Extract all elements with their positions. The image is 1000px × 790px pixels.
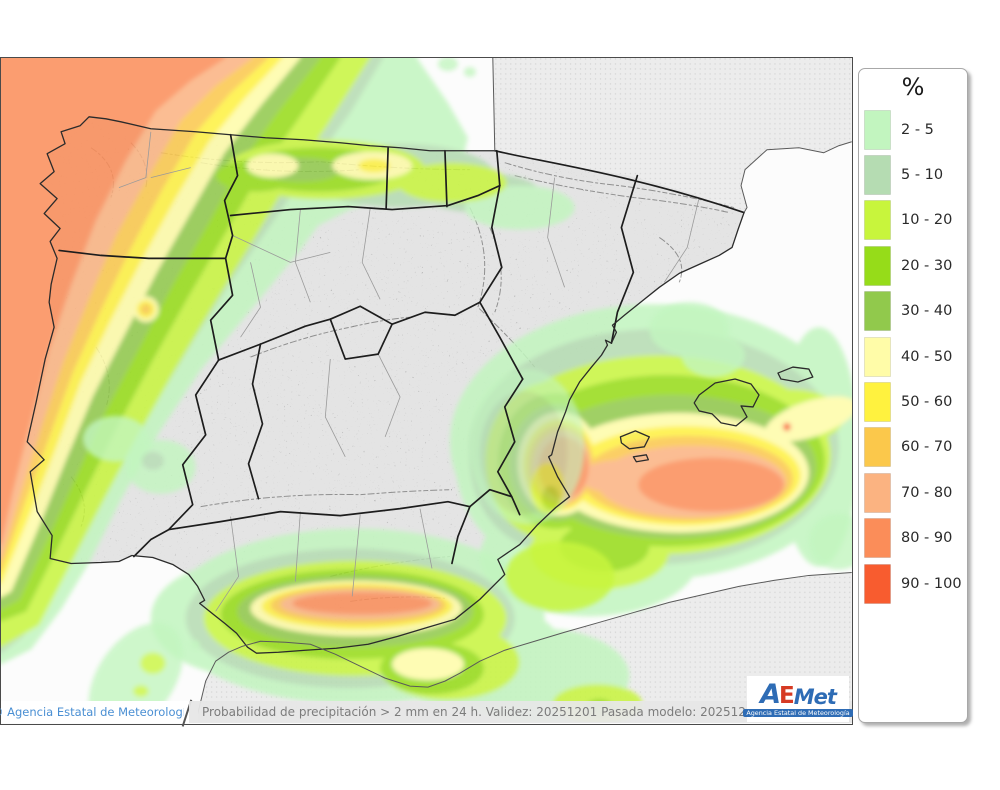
legend-label: 80 - 90 (901, 530, 953, 547)
legend-swatch (864, 382, 891, 423)
legend-label: 50 - 60 (901, 394, 953, 411)
france-landmass (492, 58, 852, 213)
legend-label: 30 - 40 (901, 303, 953, 320)
logo-letter-e: E (779, 682, 795, 709)
legend-swatch (864, 200, 891, 241)
logo-letters-met: Met (793, 684, 837, 709)
legend-label: 90 - 100 (901, 575, 962, 592)
legend-label: 10 - 20 (901, 212, 953, 229)
legend-row: 2 - 5 (864, 107, 967, 152)
legend-row: 20 - 30 (864, 243, 967, 288)
legend-swatch (864, 427, 891, 468)
precip-field-northwest (1, 58, 575, 665)
legend-row: 40 - 50 (864, 334, 967, 379)
legend-items: 2 - 5 5 - 10 10 - 20 20 - 30 30 - 40 40 … (859, 107, 967, 606)
aemet-logo-subtitle: Agencia Estatal de Meteorología (743, 708, 853, 718)
legend-label: 2 - 5 (901, 121, 934, 138)
legend-label: 40 - 50 (901, 348, 953, 365)
legend-swatch (864, 518, 891, 559)
legend-row: 80 - 90 (864, 516, 967, 561)
map-footer-bar: © Agencia Estatal de Meteorología Probab… (0, 701, 852, 723)
copyright-area: © Agencia Estatal de Meteorología (0, 701, 193, 723)
precip-field-scattered (83, 58, 852, 722)
legend-row: 60 - 70 (864, 425, 967, 470)
iberia-precipitation-map (1, 58, 852, 722)
logo-letter-a: A (760, 678, 781, 710)
copyright-text: © Agencia Estatal de Meteorología (0, 705, 194, 719)
legend-swatch (864, 336, 891, 377)
probability-legend: % 2 - 5 5 - 10 10 - 20 20 - 30 30 - 40 (858, 68, 968, 723)
legend-swatch (864, 245, 891, 286)
legend-label: 20 - 30 (901, 257, 953, 274)
precip-field-valencia-coast (468, 369, 585, 525)
legend-row: 10 - 20 (864, 198, 967, 243)
legend-row: 70 - 80 (864, 470, 967, 515)
legend-row: 30 - 40 (864, 289, 967, 334)
legend-label: 5 - 10 (901, 167, 944, 184)
legend-title: % (901, 73, 925, 101)
caption-area: Probabilidad de precipitación > 2 mm en … (198, 701, 852, 723)
precip-field-south-coast (150, 528, 643, 722)
legend-label: 70 - 80 (901, 484, 953, 501)
coastlines (26, 58, 852, 722)
legend-swatch (864, 563, 891, 604)
map-caption: Probabilidad de precipitación > 2 mm en … (202, 705, 777, 719)
legend-swatch (864, 472, 891, 513)
legend-swatch (864, 291, 891, 332)
legend-row: 50 - 60 (864, 379, 967, 424)
legend-row: 90 - 100 (864, 561, 967, 606)
legend-swatch (864, 109, 891, 150)
region-borders (58, 131, 745, 612)
legend-row: 5 - 10 (864, 152, 967, 197)
map-canvas (0, 57, 853, 725)
aemet-logo-mark: A E Met (760, 678, 837, 710)
footer-divider (184, 701, 198, 723)
aemet-logo: A E Met Agencia Estatal de Meteorología (743, 676, 853, 722)
legend-swatch (864, 155, 891, 196)
legend-label: 60 - 70 (901, 439, 953, 456)
